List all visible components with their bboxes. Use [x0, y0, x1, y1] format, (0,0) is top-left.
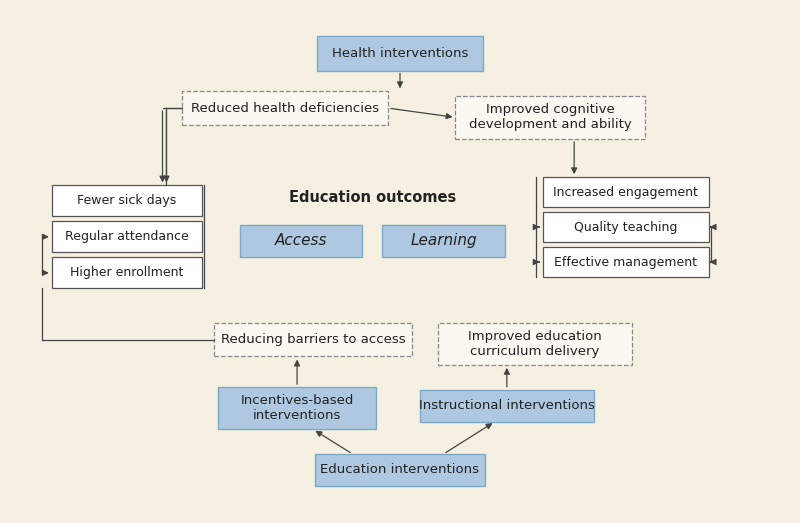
Text: Fewer sick days: Fewer sick days	[78, 194, 177, 207]
FancyBboxPatch shape	[542, 247, 709, 277]
FancyBboxPatch shape	[317, 36, 483, 71]
Text: Education interventions: Education interventions	[321, 463, 479, 476]
FancyBboxPatch shape	[240, 225, 362, 257]
Text: Improved education
curriculum delivery: Improved education curriculum delivery	[468, 330, 602, 358]
Text: Improved cognitive
development and ability: Improved cognitive development and abili…	[469, 104, 632, 131]
Text: Education outcomes: Education outcomes	[289, 190, 456, 204]
Text: Incentives-based
interventions: Incentives-based interventions	[240, 394, 354, 422]
Text: Learning: Learning	[410, 233, 477, 248]
Text: Higher enrollment: Higher enrollment	[70, 266, 183, 279]
Text: Effective management: Effective management	[554, 256, 697, 268]
FancyBboxPatch shape	[382, 225, 505, 257]
Text: Quality teaching: Quality teaching	[574, 221, 678, 233]
Text: Regular attendance: Regular attendance	[65, 230, 189, 243]
FancyBboxPatch shape	[52, 257, 202, 288]
FancyBboxPatch shape	[438, 323, 631, 365]
FancyBboxPatch shape	[52, 185, 202, 216]
FancyBboxPatch shape	[218, 387, 376, 429]
Text: Reduced health deficiencies: Reduced health deficiencies	[191, 101, 379, 115]
Text: Increased engagement: Increased engagement	[553, 186, 698, 199]
FancyBboxPatch shape	[542, 212, 709, 242]
Text: Access: Access	[274, 233, 327, 248]
FancyBboxPatch shape	[455, 96, 646, 139]
FancyBboxPatch shape	[315, 454, 485, 486]
FancyBboxPatch shape	[214, 323, 412, 357]
Text: Reducing barriers to access: Reducing barriers to access	[221, 333, 406, 346]
FancyBboxPatch shape	[52, 221, 202, 252]
FancyBboxPatch shape	[420, 390, 594, 422]
FancyBboxPatch shape	[542, 177, 709, 207]
Text: Instructional interventions: Instructional interventions	[419, 399, 595, 412]
FancyBboxPatch shape	[182, 92, 388, 125]
Text: Health interventions: Health interventions	[332, 47, 468, 60]
